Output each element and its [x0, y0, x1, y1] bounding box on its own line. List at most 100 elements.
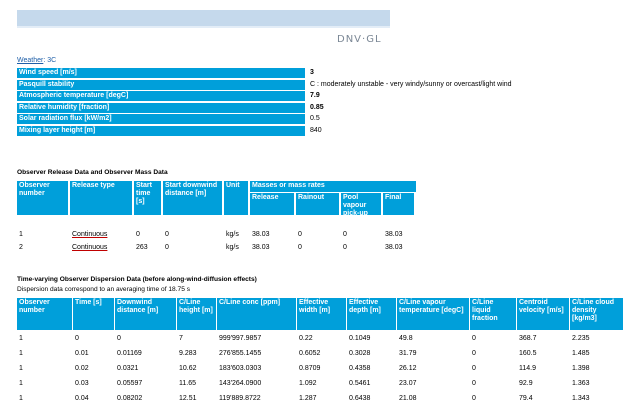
weather-row-value: C : moderately unstable - very windy/sun… — [310, 80, 512, 88]
dispersion-title-text: Time-varying Observer Dispersion Data (b… — [17, 276, 257, 283]
weather-link[interactable]: Weather — [17, 57, 44, 64]
release-cell: Continuous — [72, 231, 108, 238]
dispersion-col-header: Time [s] — [73, 298, 114, 330]
dispersion-section-title: Time-varying Observer Dispersion Data (b… — [17, 276, 257, 283]
dispersion-cell: 0.1049 — [349, 335, 371, 342]
dispersion-cell: 1 — [19, 350, 23, 357]
release-cell: Continuous — [72, 244, 108, 251]
release-col-header: Release type — [70, 181, 132, 215]
dispersion-cell: 0.02 — [75, 365, 89, 372]
dispersion-cell: 276'855.1455 — [219, 350, 262, 357]
dispersion-cell: 1.343 — [572, 395, 590, 402]
dispersion-cell: 119'889.8722 — [219, 395, 261, 402]
weather-row-label: Mixing layer height [m] — [17, 126, 305, 137]
dispersion-cell: 0.3028 — [349, 350, 371, 357]
release-col-header: Observer number — [17, 181, 68, 215]
weather-row-value: 3 — [310, 69, 314, 76]
dispersion-cell: 0.22 — [299, 335, 313, 342]
dispersion-cell: 0.4358 — [349, 365, 371, 372]
dispersion-cell: 1 — [19, 365, 23, 372]
release-cell: 263 — [136, 244, 148, 251]
release-cell: 0 — [165, 244, 169, 251]
dispersion-cell: 1 — [19, 395, 23, 402]
dispersion-cell: 1.363 — [572, 380, 590, 387]
release-cell: 1 — [19, 231, 23, 238]
release-cell: 2 — [19, 244, 23, 251]
dispersion-cell: 92.9 — [519, 380, 533, 387]
dispersion-col-header: C/Line height [m] — [177, 298, 216, 330]
dispersion-col-header: Downwind distance [m] — [115, 298, 176, 330]
weather-row-value: 7.9 — [310, 92, 320, 100]
release-col-header: Rainout — [296, 193, 339, 215]
release-col-header: Final — [383, 193, 414, 215]
release-cell: 0 — [165, 231, 169, 238]
dispersion-cell: 1.092 — [299, 380, 317, 387]
dispersion-cell: 999'997.9857 — [219, 335, 262, 342]
dispersion-cell: 0.01 — [75, 350, 89, 357]
dispersion-cell: 1 — [19, 335, 23, 342]
release-cell: 38.03 — [252, 231, 270, 238]
release-cell: 0 — [298, 244, 302, 251]
dispersion-cell: 31.79 — [399, 350, 417, 357]
dispersion-cell: 0.6438 — [349, 395, 371, 402]
dispersion-col-header: C/Line liquid fraction — [470, 298, 516, 330]
dispersion-cell: 0 — [117, 335, 121, 342]
dispersion-cell: 0.8709 — [299, 365, 321, 372]
weather-row-label: Relative humidity [fraction] — [17, 102, 305, 113]
weather-row-label: Wind speed [m/s] — [17, 68, 305, 79]
dispersion-cell: 143'264.0900 — [219, 380, 262, 387]
dispersion-cell: 0.05597 — [117, 380, 143, 387]
release-col-header: Start time [s] — [134, 181, 161, 215]
weather-label[interactable]: Weather: 3C — [17, 57, 56, 64]
weather-row-label: Solar radiation flux [kW/m2] — [17, 114, 305, 125]
dispersion-cell: 1.485 — [572, 350, 590, 357]
weather-row-label: Atmospheric temperature [degC] — [17, 91, 305, 102]
release-cell: 38.03 — [385, 244, 403, 251]
release-col-header: Start downwind distance [m] — [163, 181, 222, 215]
weather-row-label: Pasquill stability — [17, 79, 305, 90]
release-cell: 38.03 — [385, 231, 403, 238]
header-banner-shadow — [17, 26, 390, 28]
weather-code: : 3C — [43, 57, 57, 64]
dispersion-cell: 0.04 — [75, 395, 89, 402]
release-cell: 0 — [343, 244, 347, 251]
dispersion-cell: 49.8 — [399, 335, 413, 342]
release-col-header: Pool vapour pick-up — [341, 193, 381, 215]
release-cell: kg/s — [226, 244, 239, 251]
dispersion-cell: 0.5461 — [349, 380, 371, 387]
dispersion-cell: 12.51 — [179, 395, 197, 402]
dispersion-col-header: Observer number — [17, 298, 72, 330]
dispersion-cell: 0.01169 — [117, 350, 142, 357]
dispersion-col-header: Effective width [m] — [297, 298, 346, 330]
dispersion-col-header: C/Line cloud density [kg/m3] — [570, 298, 623, 330]
release-cell: 0 — [136, 231, 140, 238]
dispersion-cell: 21.08 — [399, 395, 417, 402]
dispersion-cell: 0 — [472, 395, 476, 402]
dispersion-cell: 11.65 — [179, 380, 196, 387]
dispersion-cell: 1.398 — [572, 365, 590, 372]
dispersion-cell: 9.283 — [179, 350, 197, 357]
dispersion-cell: 0 — [472, 365, 476, 372]
dnvgl-logo: DNV·GL — [337, 34, 382, 45]
release-section-title: Observer Release Data and Observer Mass … — [17, 169, 168, 176]
mass-rates-group-header: Masses or mass rates — [250, 181, 416, 192]
release-col-header: Unit — [224, 181, 248, 215]
dispersion-cell: 7 — [179, 335, 183, 342]
dispersion-cell: 26.12 — [399, 365, 417, 372]
dispersion-cell: 0.08202 — [117, 395, 143, 402]
dispersion-cell: 79.4 — [519, 395, 533, 402]
dispersion-cell: 368.7 — [519, 335, 537, 342]
release-col-header: Release — [250, 193, 294, 215]
dispersion-cell: 0.0321 — [117, 365, 139, 372]
dispersion-cell: 0.6052 — [299, 350, 321, 357]
dispersion-cell: 114.9 — [519, 365, 536, 372]
release-cell: kg/s — [226, 231, 239, 238]
dispersion-cell: 160.5 — [519, 350, 537, 357]
dispersion-cell: 0 — [472, 350, 476, 357]
dispersion-cell: 10.62 — [179, 365, 197, 372]
dispersion-cell: 0 — [472, 335, 476, 342]
dispersion-cell: 1.287 — [299, 395, 317, 402]
header-banner — [17, 10, 390, 26]
release-cell: 0 — [343, 231, 347, 238]
dispersion-col-header: C/Line vapour temperature [degC] — [397, 298, 469, 330]
